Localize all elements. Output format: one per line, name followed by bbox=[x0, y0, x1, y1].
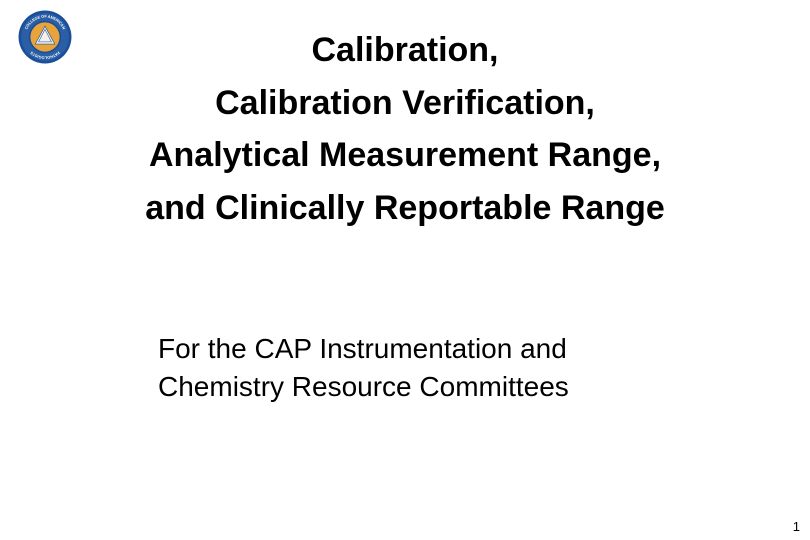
title-line-4: and Clinically Reportable Range bbox=[0, 182, 810, 235]
page-number: 1 bbox=[793, 519, 800, 534]
title-line-1: Calibration, bbox=[0, 24, 810, 77]
subtitle-block: For the CAP Instrumentation and Chemistr… bbox=[158, 330, 678, 406]
subtitle-line-2: Chemistry Resource Committees bbox=[158, 368, 678, 406]
title-line-3: Analytical Measurement Range, bbox=[0, 129, 810, 182]
subtitle-line-1: For the CAP Instrumentation and bbox=[158, 330, 678, 368]
title-line-2: Calibration Verification, bbox=[0, 77, 810, 130]
title-block: Calibration, Calibration Verification, A… bbox=[0, 24, 810, 235]
